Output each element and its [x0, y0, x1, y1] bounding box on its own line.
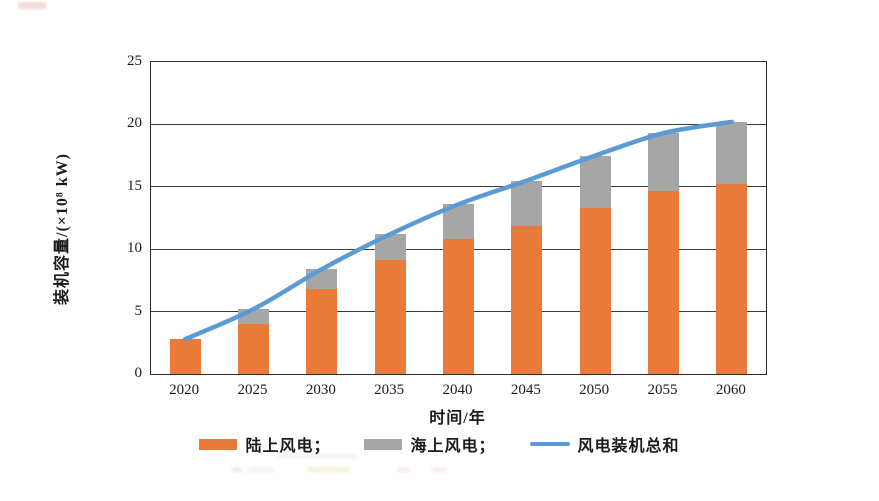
bar-group-2030	[306, 62, 338, 374]
bar-group-2060	[716, 62, 748, 374]
bar-group-2035	[374, 62, 406, 374]
bar-segment-陆上风电-2020	[169, 339, 201, 374]
y-tick-label-25: 25	[127, 53, 142, 69]
bar-segment-陆上风电-2050	[579, 208, 611, 374]
faded-caption-remnant	[232, 468, 242, 472]
bar-group-2050	[579, 62, 611, 374]
bar-segment-海上风电-2035	[374, 234, 406, 261]
faded-caption-remnant	[248, 468, 274, 472]
y-tick-label-20: 20	[127, 115, 142, 132]
bar-segment-海上风电-2050	[579, 155, 611, 209]
x-tick-label-2055: 2055	[647, 382, 678, 398]
y-tick-label-10: 10	[127, 240, 142, 257]
bar-group-2025	[238, 62, 269, 374]
x-tick-label-2040: 2040	[442, 382, 473, 398]
y-tick-label-0: 0	[134, 365, 143, 381]
bar-segment-陆上风电-2030	[306, 289, 338, 374]
x-axis-title: 时间/年	[429, 410, 486, 427]
bar-group-2020	[169, 62, 201, 374]
bar-segment-海上风电-2030	[306, 269, 338, 290]
total-line-swatch-icon	[529, 442, 570, 446]
legend-item-offshore: 海上风电；	[364, 432, 495, 456]
legend: 陆上风电； 海上风电； 风电装机总和	[0, 432, 879, 456]
bar-segment-海上风电-2025	[238, 309, 269, 325]
offshore-bar-swatch-icon	[364, 438, 403, 450]
x-tick-label-2045: 2045	[510, 382, 541, 398]
bar-segment-陆上风电-2025	[238, 324, 269, 374]
bar-segment-海上风电-2055	[648, 133, 679, 191]
x-tick-label-2030: 2030	[305, 382, 336, 398]
y-tick-label-5: 5	[134, 302, 143, 319]
faded-caption-remnant	[432, 468, 446, 472]
stray-red-mark	[18, 2, 46, 9]
x-tick-label-2060: 2060	[715, 382, 746, 398]
legend-label-offshore: 海上风电；	[410, 438, 496, 455]
bar-segment-陆上风电-2055	[648, 190, 679, 374]
legend-item-total: 风电装机总和	[529, 432, 680, 456]
bar-segment-海上风电-2060	[716, 121, 748, 185]
y-axis-title: 装机容量/(×10⁸ kW)	[54, 153, 71, 305]
bar-segment-陆上风电-2035	[374, 260, 406, 374]
onshore-bar-swatch-icon	[199, 438, 238, 450]
y-tick-label-15: 15	[127, 177, 142, 194]
bar-segment-陆上风电-2040	[443, 239, 474, 374]
bar-segment-陆上风电-2045	[511, 225, 543, 374]
bar-group-2055	[648, 62, 679, 374]
bar-group-2040	[443, 62, 474, 374]
x-tick-label-2020: 2020	[169, 382, 200, 398]
bar-segment-海上风电-2040	[443, 204, 474, 240]
bar-segment-陆上风电-2060	[716, 184, 748, 374]
faded-caption-remnant	[398, 468, 410, 472]
plot-area	[150, 61, 767, 375]
x-tick-label-2025: 2025	[237, 382, 268, 398]
faded-caption-remnant	[308, 467, 350, 472]
legend-item-onshore: 陆上风电；	[199, 432, 330, 456]
bar-group-2045	[511, 62, 543, 374]
x-tick-label-2035: 2035	[374, 382, 405, 398]
legend-label-onshore: 陆上风电；	[245, 438, 331, 455]
x-tick-label-2050: 2050	[579, 382, 610, 398]
legend-label-total: 风电装机总和	[577, 438, 680, 455]
bar-segment-海上风电-2045	[511, 180, 543, 226]
